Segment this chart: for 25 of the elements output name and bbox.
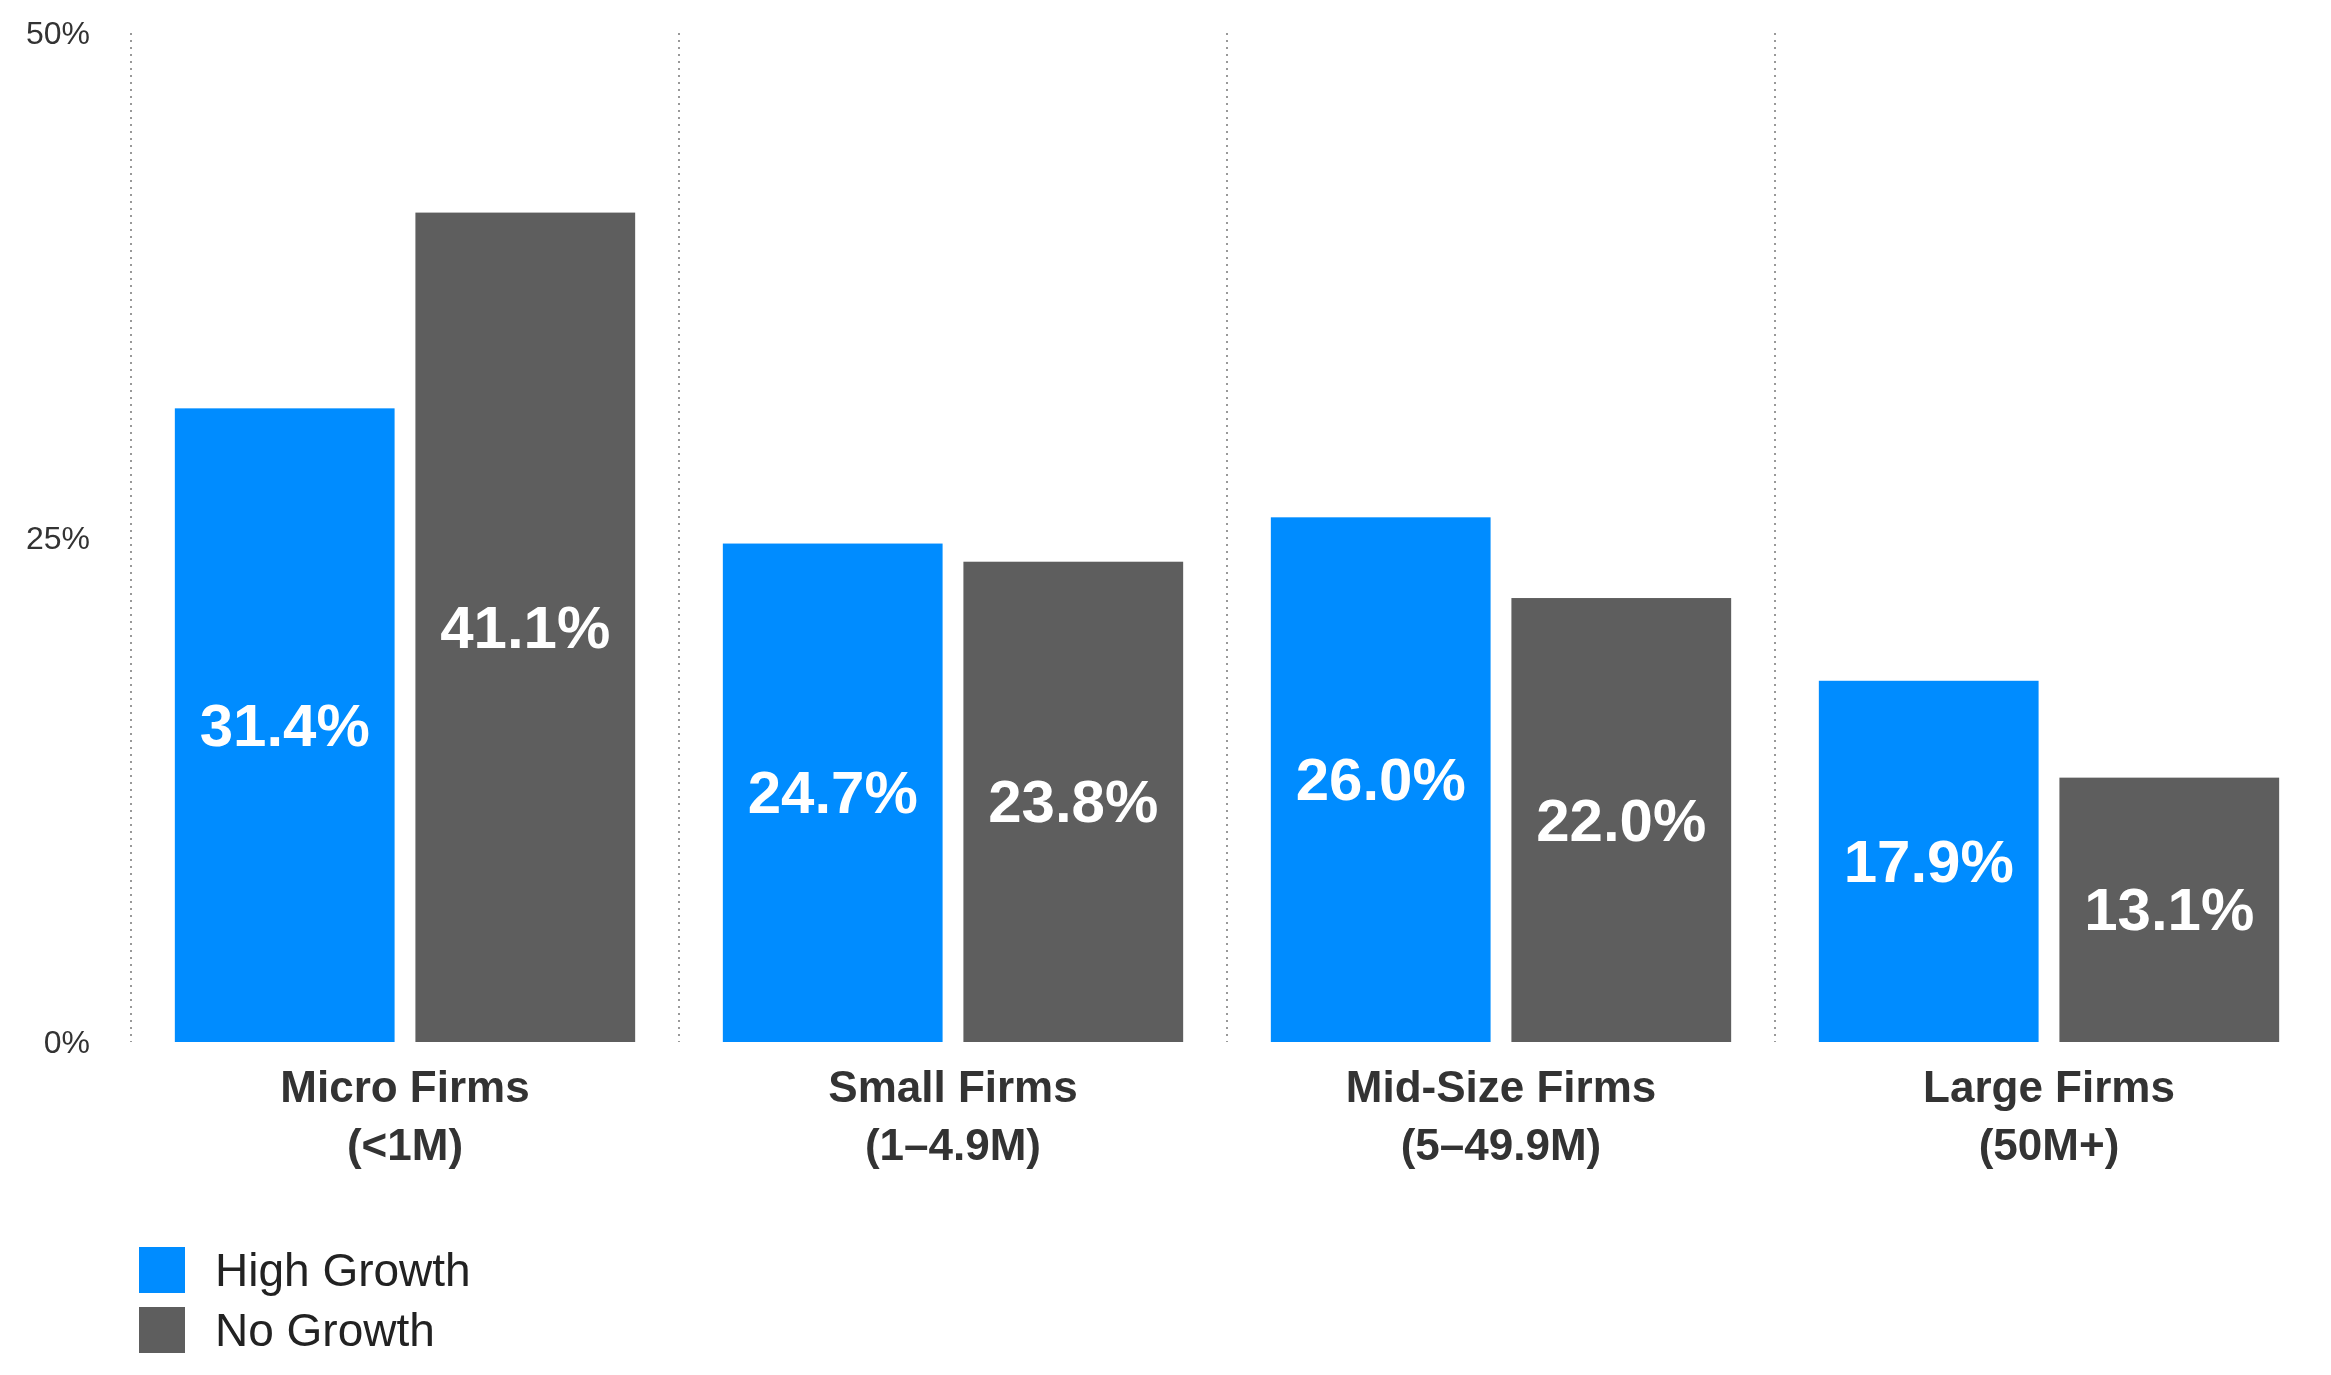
data-label: 13.1% — [2084, 876, 2255, 944]
legend-label: High Growth — [215, 1244, 471, 1296]
bar — [1818, 680, 2039, 1042]
data-label: 22.0% — [1536, 786, 1707, 854]
bar — [2059, 777, 2280, 1042]
data-label: 31.4% — [199, 691, 370, 759]
data-label: 23.8% — [988, 768, 1159, 836]
x-tick-label: Mid-Size Firms (5–49.9M) — [1345, 1062, 1657, 1169]
bar — [1270, 517, 1491, 1042]
legend-label: No Growth — [215, 1304, 435, 1356]
data-label: 41.1% — [440, 593, 611, 661]
y-tick-label: 25% — [25, 519, 90, 556]
x-tick-label: Micro Firms (<1M) — [280, 1062, 530, 1169]
x-tick-label: Large Firms (50M+) — [1923, 1062, 2175, 1169]
bar — [415, 212, 636, 1042]
y-tick-label: 0% — [43, 1024, 90, 1060]
y-tick-label: 50% — [25, 15, 90, 51]
data-label: 24.7% — [747, 759, 918, 827]
bar — [963, 561, 1184, 1042]
bar — [1511, 598, 1732, 1042]
bar — [174, 408, 395, 1042]
data-label: 17.9% — [1843, 827, 2014, 895]
bar — [722, 543, 943, 1042]
data-label: 26.0% — [1295, 746, 1466, 814]
x-tick-label: Small Firms (1–4.9M) — [828, 1062, 1078, 1169]
